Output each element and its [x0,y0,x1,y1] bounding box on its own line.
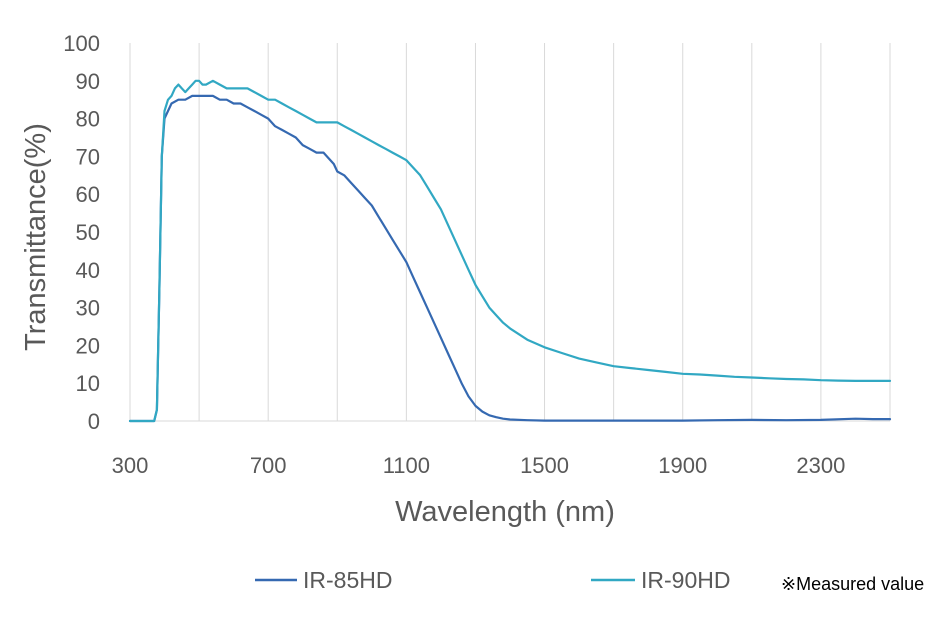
y-axis-ticks: 0 10 20 30 40 50 60 70 80 90 100 [63,31,100,434]
y-tick-label: 0 [88,409,100,434]
y-tick-label: 60 [76,182,100,207]
legend-label-ir-85hd: IR-85HD [303,567,392,593]
y-tick-label: 30 [76,296,100,321]
legend-label-ir-90hd: IR-90HD [641,567,730,593]
legend: IR-85HD IR-90HD [255,567,730,593]
y-tick-label: 100 [63,31,100,56]
x-tick-label: 700 [250,453,287,478]
series-line-ir-90hd [128,79,892,423]
y-tick-label: 50 [76,220,100,245]
series-lines [128,79,892,423]
y-tick-label: 10 [76,371,100,396]
y-tick-label: 80 [76,107,100,132]
y-axis-title: Transmittance(%) [20,123,52,351]
y-tick-label: 90 [76,69,100,94]
x-tick-label: 2300 [796,453,845,478]
x-tick-label: 1900 [658,453,707,478]
x-tick-label: 1100 [383,453,430,478]
y-tick-label: 40 [76,258,100,283]
series-line-ir-85hd [128,94,892,423]
y-tick-label: 20 [76,333,100,358]
grid-lines [129,43,891,422]
x-tick-label: 1500 [520,453,569,478]
x-axis-ticks: 300 700 1100 1500 1900 2300 [112,453,846,478]
x-tick-label: 300 [112,453,149,478]
x-axis-title: Wavelength (nm) [395,496,615,528]
measured-value-note: ※Measured value [781,574,924,594]
y-tick-label: 70 [76,144,100,169]
